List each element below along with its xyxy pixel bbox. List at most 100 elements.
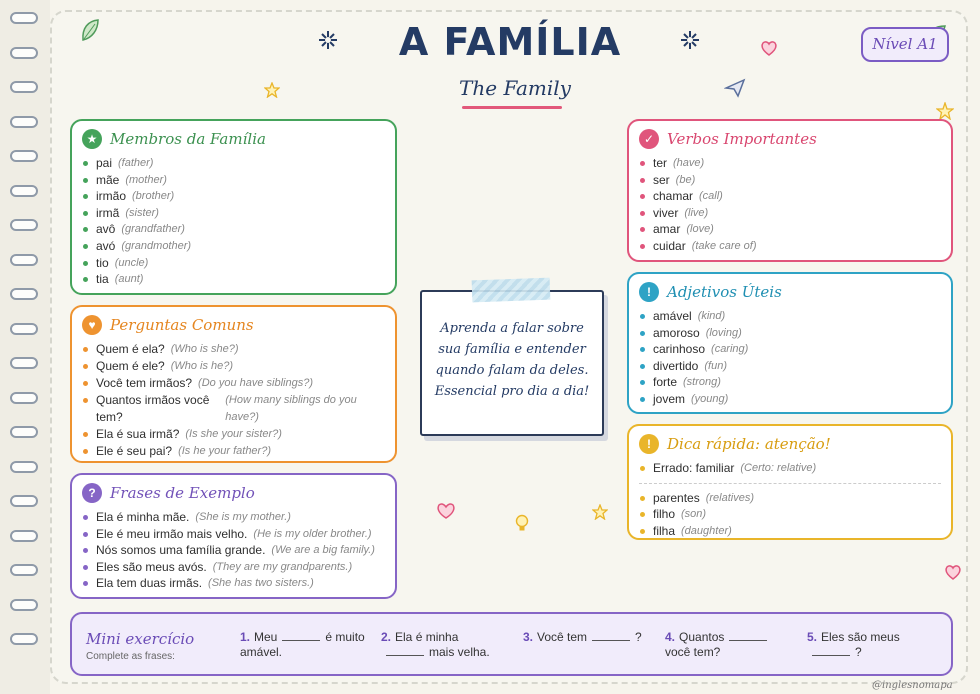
answer-blank[interactable] [592,631,631,641]
bullet-dot [640,512,645,518]
adjective-list: amável (kind) amoroso (loving) carinhoso (car… [639,308,941,408]
card-title: Frases de Exemplo [110,484,255,502]
list-item: avó (grandmother) [82,238,385,255]
exercise-number: 5. [807,630,818,644]
term-en: (Who is he?) [170,360,234,372]
term-en: (daughter) [681,524,732,537]
bullet-dot [640,161,645,166]
list-item: amar (love) [639,221,941,238]
term-pt: Você tem irmãos? [96,376,193,390]
sparkle-icon [319,31,337,49]
list-item: ter (have) [639,155,941,172]
term-pt: carinhoso [653,342,706,357]
list-item: irmão (brother) [82,188,385,205]
spiral-ring [10,253,38,266]
list-item: Eles são meus avós. (They are my grandpar… [82,559,385,576]
list-item: filha (daughter) [639,523,941,540]
sentence-list: Ela é minha mãe. (She is my mother.) Ele é… [82,509,385,592]
term-en: (He is my older brother.) [253,527,372,540]
bullet-dot [640,227,645,233]
term-en: (Is he your father?) [178,445,271,457]
answer-blank[interactable] [386,646,424,656]
tip-list: parentes (relatives) filho (son) filha (daugh… [639,490,941,540]
term-pt: filha [653,523,676,538]
list-item: Nós somos uma família grande. (We are a b… [82,542,385,559]
term-en: (love) [686,223,714,236]
term-en: (Who is she?) [170,343,239,355]
term-en: (strong) [683,376,721,389]
list-item: Ela é minha mãe. (She is my mother.) [82,509,385,526]
list-item: amável (kind) [639,308,941,325]
mini-exercise-panel: Mini exercício Complete as frases: 1. Meu… [70,612,953,676]
list-item: viver (live) [639,205,941,222]
exercise-item: 2. Ela é minhamais velha. [381,630,505,660]
exercise-text-before: Meu [254,630,278,644]
term-en: (She is my mother.) [195,511,291,523]
exercise-number: 4. [665,630,676,644]
term-pt: Eles são meus avós. [96,559,207,574]
bullet-dot [83,381,88,386]
list-item: amoroso (loving) [639,325,941,342]
exercise-subtitle: Complete as frases: [86,651,175,662]
term-pt: mãe [96,172,120,187]
tip-warning: Errado: familiar (Certo: relative) [639,460,941,477]
term-pt: Quantos irmãos você tem? [96,393,210,424]
spiral-ring [10,598,38,611]
list-item: Ele é seu pai? (Is he your father?) [82,443,385,460]
term-pt: avó [96,238,116,253]
card-title: Adjetivos Úteis [667,283,782,301]
term-en: (kind) [697,310,726,322]
term-pt: cuidar [653,238,686,253]
bullet-dot [640,314,645,319]
exercise-text-before: Quantos [679,630,725,644]
star-icon [592,504,608,520]
bullet-dot [83,277,88,283]
answer-blank[interactable] [812,646,850,656]
term-en: (mother) [125,173,167,186]
bullet-dot [83,449,88,454]
term-pt: Errado: familiar [653,461,735,475]
term-pt: Quem é ele? [96,359,165,373]
list-item: Ela é sua irmã? (Is she your sister?) [82,426,385,443]
leaf-icon [82,19,99,41]
list-item: pai (father) [82,155,385,172]
bullet-dot [640,466,645,471]
bullet-dot [83,194,88,200]
subtitle-underline [462,106,562,109]
term-en: (grandfather) [121,223,185,236]
spiral-ring [10,426,38,438]
sticky-note: Aprenda a falar sobre sua família e ente… [420,290,604,436]
list-item: irmã (sister) [82,205,385,222]
card-title: Dica rápida: atenção! [667,435,831,453]
exclamation-icon: ! [639,282,659,302]
heart-icon [945,565,961,580]
spiral-ring [10,633,38,645]
spiral-ring [10,184,38,197]
answer-blank[interactable] [729,631,768,641]
bullet-dot [83,210,88,216]
term-pt: divertido [653,358,699,373]
sparkle-icon [681,31,699,49]
list-item: mãe (mother) [82,172,385,189]
exercise-item: 5. Eles são meus? [807,630,941,660]
exercise-number: 2. [381,630,392,644]
bullet-dot [640,363,645,369]
spiral-ring [10,288,38,300]
term-pt: tia [96,272,109,287]
card-title: Verbos Importantes [667,130,817,148]
term-pt: Ele é meu irmão mais velho. [96,526,248,541]
family-members-card: ★ Membros da Família pai (father) mãe (moth… [70,119,397,295]
term-pt: Ela é minha mãe. [96,510,190,524]
exercise-text-after: mais velha. [429,645,490,659]
term-en: (call) [699,190,723,203]
bullet-dot [640,347,645,353]
answer-blank[interactable] [282,631,321,641]
bullet-dot [83,260,88,266]
list-item: filho (son) [639,506,941,523]
spiral-ring [10,564,38,576]
bullet-dot [83,177,88,183]
term-pt: Ela tem duas irmãs. [96,576,203,591]
question-list: Quem é ela? (Who is she?) Quem é ele? (Who … [82,341,385,460]
list-item: ser (be) [639,172,941,189]
tape-strip [471,277,551,303]
